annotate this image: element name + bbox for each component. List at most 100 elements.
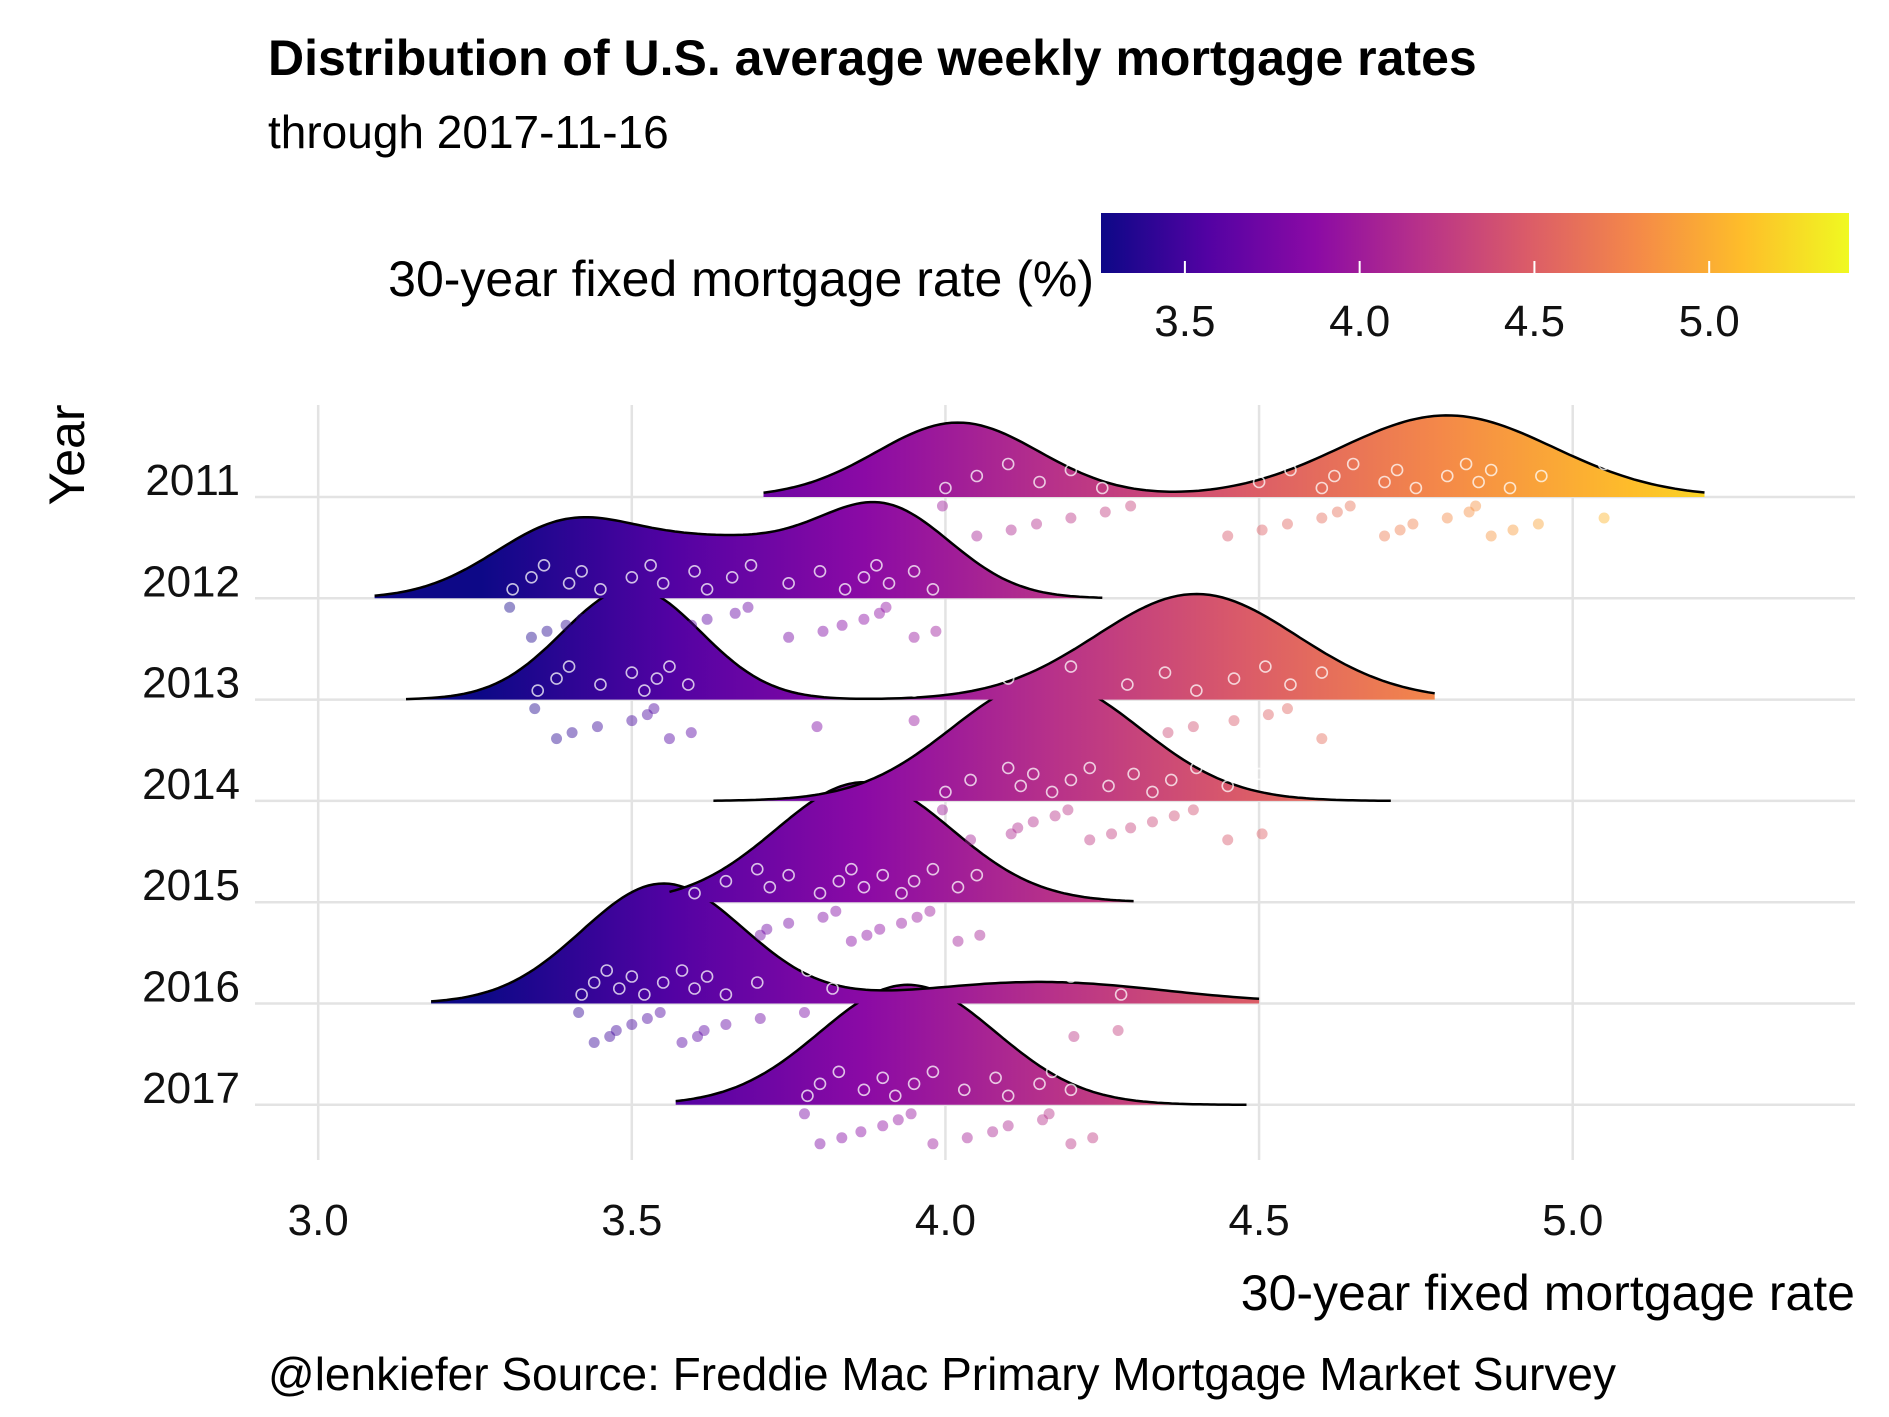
rug-point [688, 886, 701, 900]
rug-point [594, 582, 607, 596]
rug-point [625, 666, 639, 679]
rug-point [939, 785, 952, 799]
rug-point [813, 564, 827, 578]
jitter-point [827, 1037, 839, 1048]
rug-point [1597, 457, 1611, 471]
jitter-point [1087, 1132, 1099, 1144]
y-tick-label: 2012 [142, 557, 240, 606]
jitter-point [1168, 810, 1180, 822]
y-axis-title: Year [39, 404, 95, 505]
rug-point [1083, 1071, 1097, 1085]
jitter-point [987, 1126, 999, 1138]
rug-point [638, 988, 651, 1001]
rug-point [644, 558, 657, 572]
rug-point [1472, 475, 1485, 489]
legend-tick-label: 5.0 [1679, 297, 1740, 346]
rug-point [1409, 481, 1423, 495]
rug-point [1164, 773, 1178, 787]
jitter-point [845, 935, 857, 947]
jitter-point [588, 1037, 600, 1048]
jitter-point [648, 703, 660, 715]
rug-point [650, 672, 664, 685]
rug-point [612, 982, 626, 995]
rug-point [1127, 767, 1140, 781]
rug-point [537, 558, 551, 572]
rug-point [1102, 779, 1115, 793]
rug-point [1378, 475, 1391, 489]
rug-point [957, 1083, 971, 1097]
rug-point [1001, 457, 1015, 471]
jitter-point [1005, 709, 1017, 721]
rug-point [876, 868, 890, 882]
jitter-point [830, 905, 842, 917]
rug-point [1045, 785, 1059, 799]
rug-point [1083, 761, 1097, 775]
x-tick-label: 5.0 [1542, 1196, 1603, 1245]
jitter-point [654, 1007, 666, 1018]
rug-point [1190, 684, 1203, 697]
jitter-point [551, 733, 563, 745]
rug-point [600, 964, 614, 977]
jitter-point [576, 613, 588, 625]
jitter-point [880, 601, 892, 613]
rug-point [1315, 666, 1329, 679]
jitter-point [1043, 1108, 1055, 1120]
rug-point [1033, 475, 1046, 489]
chart-subtitle: through 2017-11-16 [268, 106, 669, 158]
jitter-point [525, 631, 537, 643]
jitter-point [1316, 512, 1328, 524]
rug-point [1064, 660, 1078, 673]
rug-point [939, 481, 952, 495]
rug-point [1346, 457, 1360, 471]
jitter-point [905, 1108, 917, 1120]
jitter-point [1316, 733, 1328, 745]
ridges [374, 414, 1705, 1150]
rug-point [1503, 481, 1517, 495]
jitter-point [754, 1013, 766, 1024]
rug-point [832, 874, 846, 888]
rug-point [663, 660, 676, 673]
jitter-point [1005, 524, 1017, 536]
rug-point [857, 1083, 871, 1097]
ridge-2014 [713, 679, 1391, 846]
x-tick-label: 4.0 [915, 1196, 976, 1245]
rug-point [575, 564, 588, 578]
legend-ticks: 3.5 4.0 4.5 5.0 [1154, 261, 1740, 346]
jitter-point [560, 619, 572, 631]
rug-point [832, 1065, 846, 1079]
x-axis-ticks: 3.0 3.5 4.0 4.5 5.0 [288, 1196, 1604, 1245]
rug-point [989, 1071, 1002, 1085]
rug-point [926, 862, 940, 876]
ridge-fill [431, 883, 1260, 1004]
rug-point [1064, 970, 1078, 983]
jitter-point [861, 929, 873, 941]
x-tick-label: 3.5 [601, 1196, 662, 1245]
jitter-point [529, 703, 541, 715]
rug-point [1535, 469, 1548, 483]
jitter-point [814, 1138, 826, 1150]
jitter-point [1121, 733, 1133, 745]
rug-point [1190, 761, 1203, 775]
jitter-point [676, 1037, 688, 1048]
jitter-point [908, 631, 920, 643]
jitter-point [1256, 524, 1268, 536]
jitter-point [1068, 1031, 1080, 1042]
ridge-2017 [675, 983, 1247, 1150]
jitter-point [1187, 804, 1199, 816]
jitter-point [742, 601, 754, 613]
rug-point [688, 564, 701, 578]
rug-point [506, 582, 519, 596]
rug-point [926, 1065, 940, 1079]
rug-point [1001, 761, 1015, 775]
jitter-point [1062, 804, 1074, 816]
rug-point [907, 684, 921, 697]
jitter-point [908, 715, 920, 727]
rug-point [876, 1071, 890, 1085]
jitter-point [698, 1025, 710, 1036]
rug-point [1001, 1089, 1015, 1103]
jitter-point [761, 923, 773, 935]
jitter-point [1344, 500, 1356, 512]
rug-point [838, 582, 852, 596]
rug-point [970, 469, 984, 483]
